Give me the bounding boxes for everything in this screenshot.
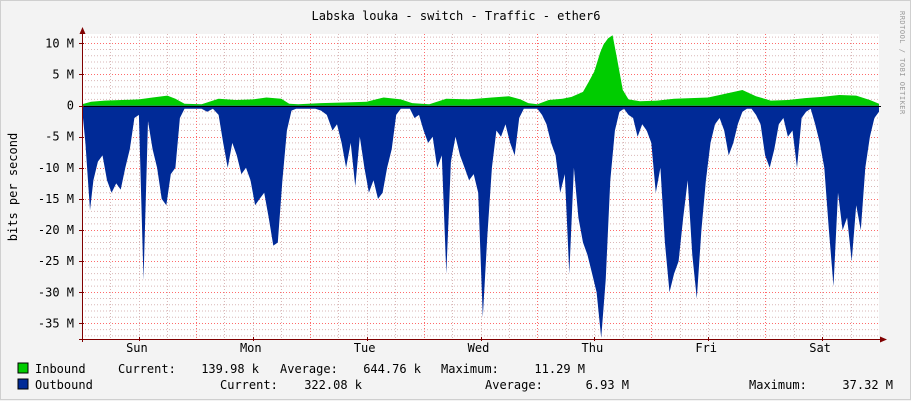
legend-inbound-current-label: Current: bbox=[118, 362, 176, 376]
x-axis-arrow bbox=[880, 336, 887, 343]
x-tick-label: Fri bbox=[695, 341, 717, 355]
legend-outbound-average: 6.93 M bbox=[586, 378, 629, 392]
legend-outbound-current: 322.08 k bbox=[304, 378, 363, 392]
legend-outbound-current-label: Current: bbox=[220, 378, 278, 392]
x-tick-label: Thu bbox=[582, 341, 604, 355]
legend-outbound-maximum-label: Maximum: bbox=[749, 378, 807, 392]
legend-inbound-current: 139.98 k bbox=[201, 362, 260, 376]
x-tick-labels: Sun Mon Tue Wed Thu Fri Sat bbox=[126, 341, 831, 355]
y-tick-label: 5 M bbox=[52, 67, 74, 81]
x-tick-label: Tue bbox=[354, 341, 376, 355]
legend-outbound-maximum: 37.32 M bbox=[842, 378, 893, 392]
y-tick-label: -35 M bbox=[38, 316, 74, 330]
legend-inbound-maximum: 11.29 M bbox=[534, 362, 585, 376]
x-tick-label: Sun bbox=[126, 341, 148, 355]
inbound-area bbox=[82, 35, 879, 106]
y-axis-arrow bbox=[79, 27, 86, 34]
y-axis-label: bits per second bbox=[6, 133, 20, 241]
outbound-legend-swatch bbox=[17, 378, 29, 390]
y-tick-label: -30 M bbox=[38, 285, 74, 299]
minor-grid bbox=[82, 34, 879, 339]
inbound-legend-swatch bbox=[17, 362, 29, 374]
y-tick-label: -5 M bbox=[45, 130, 74, 144]
rrdtool-watermark: RRDTOOL / TOBI OETIKER bbox=[898, 11, 906, 115]
x-tick-label: Mon bbox=[240, 341, 262, 355]
y-tick-labels: 10 M 5 M 0 -5 M -10 M -15 M -20 M -25 M -30 M -35… bbox=[38, 36, 74, 330]
x-tick-label: Sat bbox=[809, 341, 831, 355]
legend-inbound-average: 644.76 k bbox=[363, 362, 422, 376]
legend-outbound-average-label: Average: bbox=[485, 378, 543, 392]
legend-outbound-name: Outbound bbox=[35, 378, 93, 392]
outbound-area bbox=[82, 105, 879, 338]
y-tick-label: -25 M bbox=[38, 254, 74, 268]
legend-inbound-average-label: Average: bbox=[280, 362, 338, 376]
y-tick-label: -10 M bbox=[38, 161, 74, 175]
axes bbox=[79, 27, 887, 343]
legend-inbound-name: Inbound bbox=[35, 362, 86, 376]
x-tick-label: Wed bbox=[468, 341, 490, 355]
y-tick-label: -15 M bbox=[38, 192, 74, 206]
chart-title: Labska louka - switch - Traffic - ether6 bbox=[312, 9, 601, 23]
y-tick-label: 10 M bbox=[45, 36, 74, 50]
y-tick-label: -20 M bbox=[38, 223, 74, 237]
legend-inbound-maximum-label: Maximum: bbox=[441, 362, 499, 376]
y-tick-label: 0 bbox=[67, 99, 74, 113]
